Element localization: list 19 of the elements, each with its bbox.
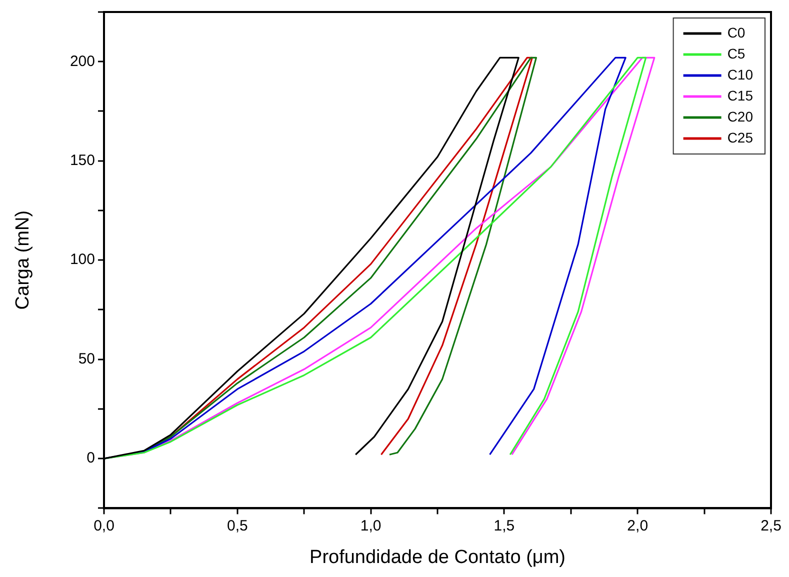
- y-tick-label: 50: [78, 350, 95, 368]
- y-tick-label: 150: [70, 152, 95, 169]
- legend-label: C5: [727, 45, 746, 62]
- x-tick-label: 2,0: [627, 517, 648, 534]
- x-tick-label: 0,5: [226, 517, 248, 534]
- y-tick-label: 200: [70, 52, 95, 70]
- legend-label: C0: [727, 24, 746, 40]
- x-tick-label: 1,0: [360, 517, 382, 534]
- x-tick-label: 0,0: [94, 517, 114, 534]
- legend-label: C20: [727, 108, 754, 124]
- x-tick-label: 2,5: [760, 517, 782, 534]
- y-tick-label: 100: [70, 251, 95, 268]
- legend-label: C15: [727, 87, 754, 104]
- y-tick-label: 0: [86, 450, 95, 467]
- legend-label: C25: [727, 129, 754, 146]
- y-axis-title: Carga (mN): [12, 210, 34, 310]
- legend-label: C10: [727, 66, 754, 82]
- x-tick-label: 1,5: [494, 517, 515, 534]
- x-axis-title: Profundidade de Contato (μm): [310, 546, 566, 568]
